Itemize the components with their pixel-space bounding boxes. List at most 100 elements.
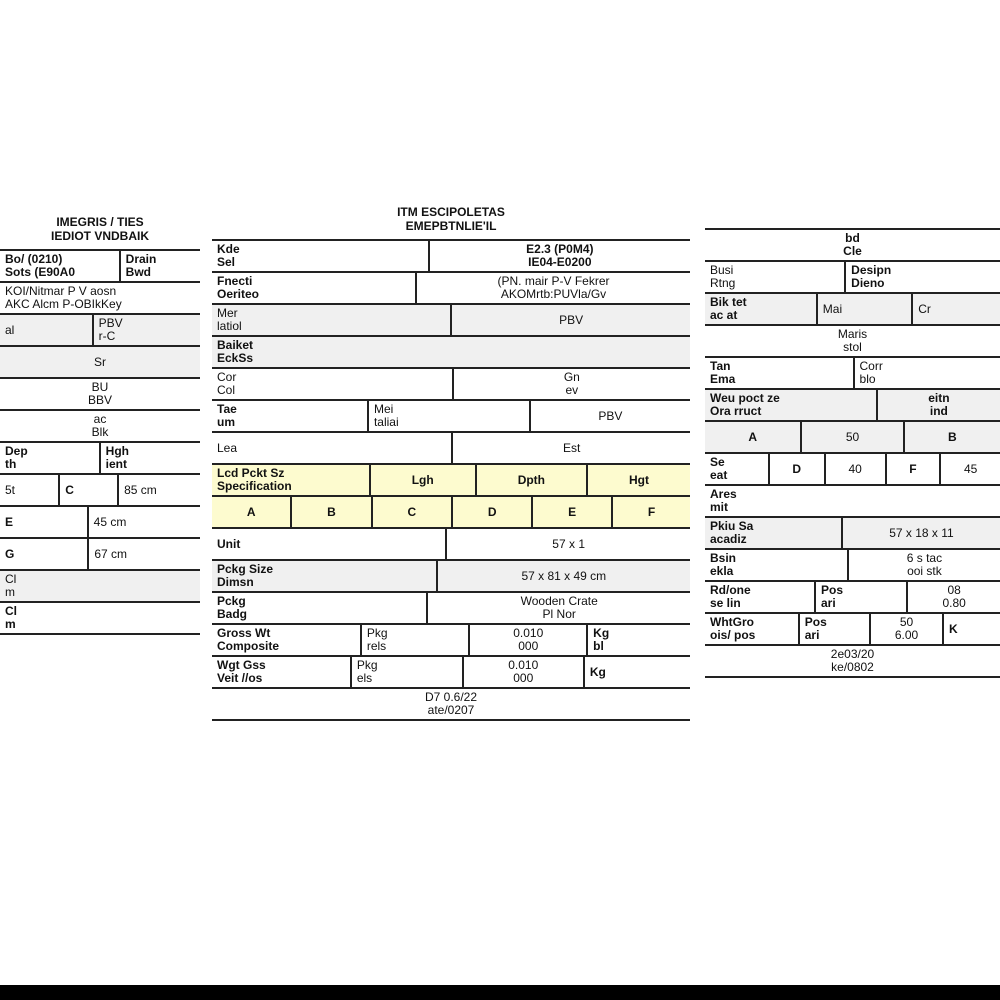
cell-text: Rd/one	[710, 583, 751, 597]
table-row: Gross Wt Composite Pkg rels 0.010 000 Kg bl	[212, 623, 690, 655]
cell-text: 000	[513, 671, 534, 685]
table-row: Lcd Pckt Sz Specification Lgh Dpth Hgt	[212, 463, 690, 495]
cell-text: eitn	[928, 391, 950, 405]
cell: E	[0, 507, 87, 537]
cell-text: 2e03/20	[830, 647, 875, 661]
table-row: Dep th Hgh ient	[0, 441, 200, 473]
cell-text: ev	[565, 383, 579, 397]
cell: eitn ind	[875, 390, 1000, 420]
table-row: Bo/ (0210) Sots (E90A0 Drain Bwd	[0, 249, 200, 281]
cell-text: 6 s tac	[906, 551, 943, 565]
cell-text: Desipn	[851, 263, 892, 277]
cell: Dpth	[474, 465, 586, 495]
cell-text: Veit //os	[217, 671, 263, 685]
cell-text: BU	[91, 380, 109, 394]
cell-text: Sr	[94, 354, 106, 369]
cell-text: ind	[929, 404, 948, 418]
table-row: Pckg Size Dimsn 57 x 81 x 49 cm	[212, 559, 690, 591]
cell: Tan Ema	[705, 358, 853, 388]
cell-text: ari	[804, 628, 820, 642]
cell-text: r-C	[98, 329, 116, 343]
cell-text: 0.010	[513, 626, 544, 640]
cell: Tae um	[212, 401, 367, 431]
cell: Pckg Badg	[212, 593, 426, 623]
cell-text: Composite	[217, 639, 280, 653]
cell: 45 cm	[86, 507, 200, 537]
cell: Unit	[212, 529, 445, 559]
cell: 0.010 000	[461, 657, 583, 687]
cell: Mai	[815, 294, 911, 324]
left-title: IMEGRIS / TIES IEDIOT VNDBAIK	[0, 215, 200, 243]
cell: 50 6.00	[869, 614, 942, 644]
cell-text: EckSs	[217, 351, 254, 365]
cell: F	[884, 454, 940, 484]
table-row: G 67 cm	[0, 537, 200, 569]
cell-text: stol	[843, 340, 862, 354]
cell-text: 40	[848, 461, 862, 476]
table-row: bd Cle	[705, 228, 1000, 260]
cell: BU BBV	[0, 379, 200, 409]
table-row: E 45 cm	[0, 505, 200, 537]
cell-text: Specification	[217, 479, 292, 493]
cell-text: 57 x 18 x 11	[889, 525, 954, 540]
cell: B	[290, 497, 370, 527]
cell: 45	[939, 454, 1000, 484]
cell-text: 000	[518, 639, 539, 653]
cell-text: Unit	[217, 536, 241, 551]
cell-text: Col	[217, 383, 236, 397]
cell-text: Mei	[373, 402, 394, 416]
cell-text: Corr	[859, 359, 883, 373]
cell-text: Lea	[217, 440, 238, 455]
table-row: Kde Sel E2.3 (P0M4) IE04-E0200	[212, 239, 690, 271]
table-row: ac Blk	[0, 409, 200, 441]
table-row: Tan Ema Corr blo	[705, 356, 1000, 388]
cell-text: Tae	[217, 402, 237, 416]
cell-text: PBV	[598, 408, 623, 423]
cell-text: latiol	[217, 319, 242, 333]
cell-text: Bik tet	[710, 295, 747, 309]
cell: (PN. mair P-V Fekrer AKOMrtb:PUVla/Gv	[415, 273, 690, 303]
cell: Hgh ient	[98, 443, 200, 473]
cell-text: al	[5, 322, 15, 337]
cell: 85 cm	[117, 475, 200, 505]
cell-text: K	[948, 621, 958, 636]
cell: PBV r-C	[91, 315, 200, 345]
cell: Pos ari	[797, 614, 869, 644]
table-row: Wgt Gss Veit //os Pkg els 0.010 000 Kg	[212, 655, 690, 687]
table-row: Fnecti Oeriteo (PN. mair P-V Fekrer AKOMrt…	[212, 271, 690, 303]
cell: G	[0, 539, 87, 569]
cell-text: C	[65, 482, 74, 497]
cell: C	[370, 497, 451, 527]
cell-text: AKC Alcm P-OBIkKey	[5, 297, 122, 311]
cell-text: 45	[963, 461, 978, 476]
cell-text: A	[246, 504, 256, 519]
cell: 67 cm	[87, 539, 200, 569]
cell: Kde Sel	[212, 241, 428, 271]
table-row: Pckg Badg Wooden Crate Pl Nor	[212, 591, 690, 623]
cell: Est	[451, 433, 690, 463]
cell-text: acadiz	[710, 532, 747, 546]
cell-text: Est	[563, 440, 581, 455]
cell: Pkg els	[349, 657, 462, 687]
cell-text: Pkg	[366, 626, 388, 640]
cell-text: Badg	[217, 607, 247, 621]
cell-text: Weu poct ze	[710, 391, 780, 405]
cell-text: mit	[710, 500, 728, 514]
cell: A	[705, 422, 800, 452]
cell: Weu poct ze Ora rruct	[705, 390, 876, 420]
cell-text: 45 cm	[93, 514, 127, 529]
cell-text: 67 cm	[94, 546, 128, 561]
cell: Bo/ (0210) Sots (E90A0	[0, 251, 119, 281]
table-row: BU BBV	[0, 377, 200, 409]
cell: ac Blk	[0, 411, 200, 441]
cell: B	[902, 422, 1000, 452]
table-row: A B C D E F	[212, 495, 690, 527]
cell-text: Lcd Pckt Sz	[217, 466, 285, 480]
cell: Desipn Dieno	[844, 262, 1000, 292]
cell-text: Pl Nor	[542, 607, 576, 621]
cell: Mei taliai	[366, 401, 529, 431]
cell: D	[450, 497, 531, 527]
table-row: Unit 57 x 1	[212, 527, 690, 559]
cell-text: Wooden Crate	[520, 594, 598, 608]
cell-text: els	[356, 671, 373, 685]
